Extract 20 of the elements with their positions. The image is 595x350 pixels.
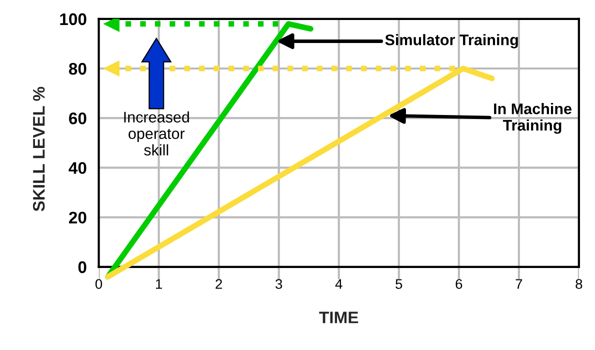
annotation: Simulator Training bbox=[385, 34, 518, 48]
y-tick-label: 100 bbox=[60, 13, 86, 26]
x-tick-label: 6 bbox=[456, 279, 462, 289]
x-tick-label: 4 bbox=[335, 279, 342, 289]
x-tick-label: 3 bbox=[276, 279, 282, 289]
x-tick-label: 5 bbox=[396, 279, 402, 289]
annotation: Increased operator skill bbox=[124, 111, 189, 156]
annotation: In Machine Training bbox=[494, 103, 572, 134]
x-tick-label: 1 bbox=[156, 279, 162, 289]
y-tick-label: 20 bbox=[69, 212, 86, 224]
x-tick-label: 8 bbox=[576, 279, 582, 289]
x-tick-label: 2 bbox=[216, 279, 222, 289]
x-tick-label: 0 bbox=[95, 279, 102, 289]
y-axis-title: SKILL LEVEL % bbox=[32, 86, 45, 212]
x-axis-title: TIME bbox=[319, 312, 358, 324]
y-tick-label: 40 bbox=[68, 162, 86, 174]
y-tick-label: 60 bbox=[69, 112, 86, 124]
y-tick-label: 80 bbox=[68, 62, 86, 75]
x-tick-label: 7 bbox=[516, 279, 522, 289]
y-tick-label: 0 bbox=[78, 261, 86, 274]
